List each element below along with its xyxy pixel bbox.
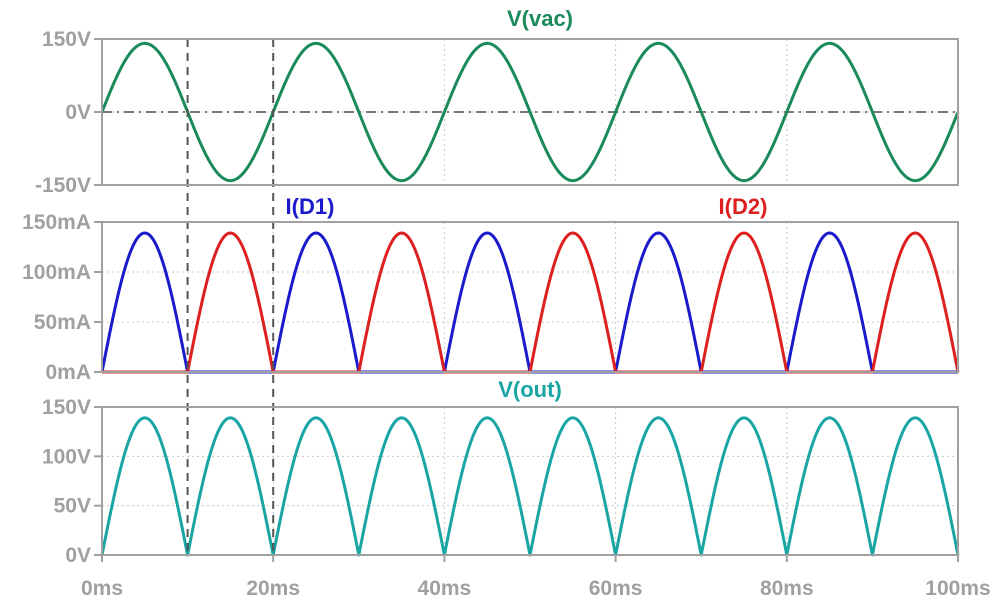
y-tick-label: 0V — [65, 544, 91, 567]
y-tick-label: 0mA — [45, 361, 91, 384]
series-title-v-out: V(out) — [498, 377, 562, 402]
panel-frame — [101, 38, 959, 186]
y-tick-label: 100V — [42, 445, 91, 468]
series-line-i-d1 — [100, 231, 959, 374]
series-title-i-d1: I(D1) — [286, 194, 335, 219]
x-tick-label: 40ms — [418, 577, 472, 600]
y-tick-label: 100mA — [22, 261, 91, 284]
series-title-v-vac: V(vac) — [507, 6, 573, 31]
x-tick-label: 60ms — [589, 577, 643, 600]
series-line-v-out — [100, 416, 960, 557]
series-line-v-vac — [100, 41, 960, 183]
x-tick-label: 100ms — [925, 577, 990, 600]
x-tick-label: 0ms — [81, 577, 123, 600]
y-tick-label: 150V — [42, 396, 91, 419]
series-title-i-d2: I(D2) — [719, 194, 768, 219]
y-tick-label: 50V — [54, 495, 91, 518]
x-tick-label: 80ms — [760, 577, 814, 600]
panel-frame — [101, 221, 959, 373]
y-tick-label: 50mA — [34, 311, 91, 334]
y-tick-label: -150V — [35, 174, 91, 197]
panel-frame — [101, 406, 959, 556]
y-tick-label: 150mA — [22, 211, 91, 234]
x-tick-label: 20ms — [246, 577, 300, 600]
y-tick-label: 0V — [65, 101, 91, 124]
series-line-i-d2 — [101, 231, 960, 374]
y-tick-label: 150V — [42, 28, 91, 51]
